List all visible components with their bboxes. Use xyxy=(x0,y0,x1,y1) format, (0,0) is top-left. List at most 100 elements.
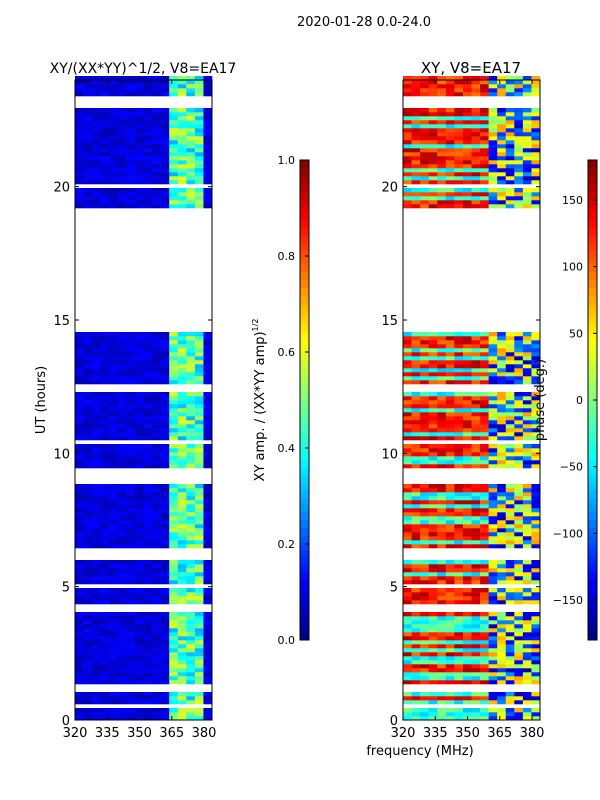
phase-cell xyxy=(480,120,489,125)
phase-cell xyxy=(411,108,421,113)
phase-cell xyxy=(471,152,481,157)
amplitude-cell xyxy=(117,412,127,417)
phase-cell xyxy=(514,416,524,421)
amplitude-cell xyxy=(203,420,213,425)
phase-cell xyxy=(522,568,532,573)
colorbar-segment xyxy=(588,550,597,558)
phase-cell xyxy=(522,156,532,161)
phase-cell xyxy=(471,408,481,413)
phase-cell xyxy=(411,352,421,357)
amplitude-cell xyxy=(177,708,187,713)
amplitude-cell xyxy=(134,156,144,161)
phase-cell xyxy=(437,496,447,501)
amplitude-cell xyxy=(152,492,161,497)
phase-cell xyxy=(471,340,481,345)
amplitude-cell xyxy=(169,620,179,625)
phase-cell xyxy=(445,336,455,341)
x-tick-label: 380 xyxy=(520,726,545,741)
phase-cell xyxy=(411,144,421,149)
phase-cell xyxy=(471,76,481,81)
phase-cell xyxy=(420,664,429,669)
phase-cell xyxy=(514,80,524,85)
amplitude-cell xyxy=(177,600,187,605)
phase-cell xyxy=(437,348,447,353)
amplitude-cell xyxy=(203,508,213,513)
phase-cell xyxy=(488,656,498,661)
phase-cell xyxy=(462,588,472,593)
amplitude-cell xyxy=(100,188,110,193)
amplitude-cell xyxy=(177,528,187,533)
amplitude-cell xyxy=(134,420,144,425)
amplitude-cell xyxy=(100,520,110,525)
phase-cell xyxy=(428,564,438,569)
amplitude-cell xyxy=(169,492,179,497)
phase-cell xyxy=(471,172,481,177)
amplitude-cell xyxy=(75,160,84,165)
phase-cell xyxy=(522,712,532,717)
phase-cell xyxy=(428,360,438,365)
amplitude-cell xyxy=(134,188,144,193)
amplitude-cell xyxy=(92,120,101,125)
phase-cell xyxy=(445,344,455,349)
phase-cell xyxy=(497,656,507,661)
amplitude-cell xyxy=(186,664,196,669)
phase-cell xyxy=(403,204,412,209)
phase-cell xyxy=(428,708,438,713)
amplitude-cell xyxy=(143,588,153,593)
colorbar-segment xyxy=(588,295,597,303)
amplitude-cell xyxy=(143,400,153,405)
colorbar-segment xyxy=(300,385,309,393)
colorbar-segment xyxy=(588,475,597,483)
y-axis-label: UT (hours) xyxy=(34,366,49,434)
amplitude-cell xyxy=(169,348,179,353)
amplitude-cell xyxy=(160,140,170,145)
y-tick-label: 20 xyxy=(381,181,398,196)
amplitude-cell xyxy=(92,664,101,669)
phase-cell xyxy=(445,532,455,537)
amplitude-cell xyxy=(75,156,84,161)
phase-cell xyxy=(428,200,438,205)
amplitude-cell xyxy=(203,632,213,637)
amplitude-cell xyxy=(92,368,101,373)
amplitude-cell xyxy=(92,84,101,89)
phase-cell xyxy=(462,108,472,113)
amplitude-cell xyxy=(117,376,127,381)
phase-cell xyxy=(531,640,541,645)
amplitude-cell xyxy=(186,520,196,525)
phase-cell xyxy=(471,376,481,381)
phase-cell xyxy=(488,412,498,417)
amplitude-cell xyxy=(75,88,84,93)
amplitude-cell xyxy=(75,652,84,657)
amplitude-cell xyxy=(186,564,196,569)
phase-cell xyxy=(522,628,532,633)
amplitude-cell xyxy=(83,344,93,349)
amplitude-cell xyxy=(92,364,101,369)
phase-cell xyxy=(437,436,447,441)
amplitude-cell xyxy=(186,544,196,549)
amplitude-cell xyxy=(152,660,161,665)
phase-cell xyxy=(411,600,421,605)
phase-cell xyxy=(497,572,507,577)
amplitude-cell xyxy=(75,76,84,81)
phase-cell xyxy=(505,152,515,157)
amplitude-cell xyxy=(160,712,170,717)
phase-cell xyxy=(403,420,412,425)
phase-cell xyxy=(514,640,524,645)
phase-cell xyxy=(531,132,541,137)
phase-cell xyxy=(480,128,489,133)
phase-cell xyxy=(505,516,515,521)
phase-cell xyxy=(531,332,541,337)
amplitude-cell xyxy=(117,676,127,681)
amplitude-cell xyxy=(117,672,127,677)
amplitude-cell xyxy=(134,456,144,461)
phase-cell xyxy=(445,424,455,429)
phase-cell xyxy=(420,340,429,345)
phase-cell xyxy=(531,408,541,413)
phase-cell xyxy=(514,444,524,449)
phase-cell xyxy=(505,448,515,453)
phase-cell xyxy=(488,380,498,385)
phase-cell xyxy=(471,404,481,409)
phase-cell xyxy=(531,160,541,165)
phase-cell xyxy=(497,120,507,125)
phase-cell xyxy=(471,528,481,533)
